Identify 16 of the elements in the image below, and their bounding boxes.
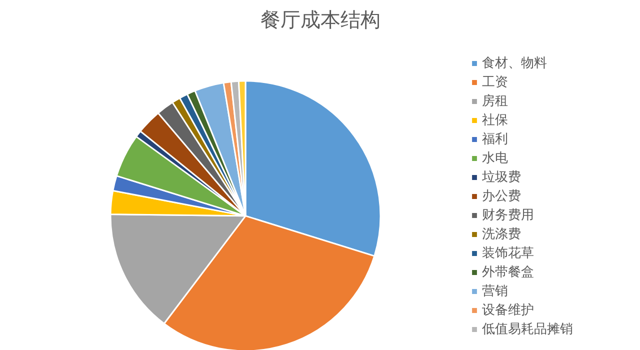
chart-title: 餐厅成本结构 xyxy=(260,8,380,32)
legend-label: 装饰花草 xyxy=(482,245,534,262)
legend-label: 营销 xyxy=(482,283,508,300)
legend-label: 外带餐盒 xyxy=(482,264,534,281)
legend-label: 办公费 xyxy=(482,188,521,205)
legend-label: 垃圾费 xyxy=(482,169,521,186)
legend-label: 社保 xyxy=(482,112,508,129)
legend-label: 设备维护 xyxy=(482,302,534,319)
legend-label: 洗涤费 xyxy=(482,226,521,243)
legend-label: 财务费用 xyxy=(482,207,534,224)
legend-label: 食材、物料 xyxy=(482,55,547,72)
legend-label: 房租 xyxy=(482,93,508,110)
legend-label: 工资 xyxy=(482,74,508,91)
legend-label: 福利 xyxy=(482,131,508,148)
legend-label: 低值易耗品摊销 xyxy=(482,321,573,338)
legend-label: 水电 xyxy=(482,150,508,167)
